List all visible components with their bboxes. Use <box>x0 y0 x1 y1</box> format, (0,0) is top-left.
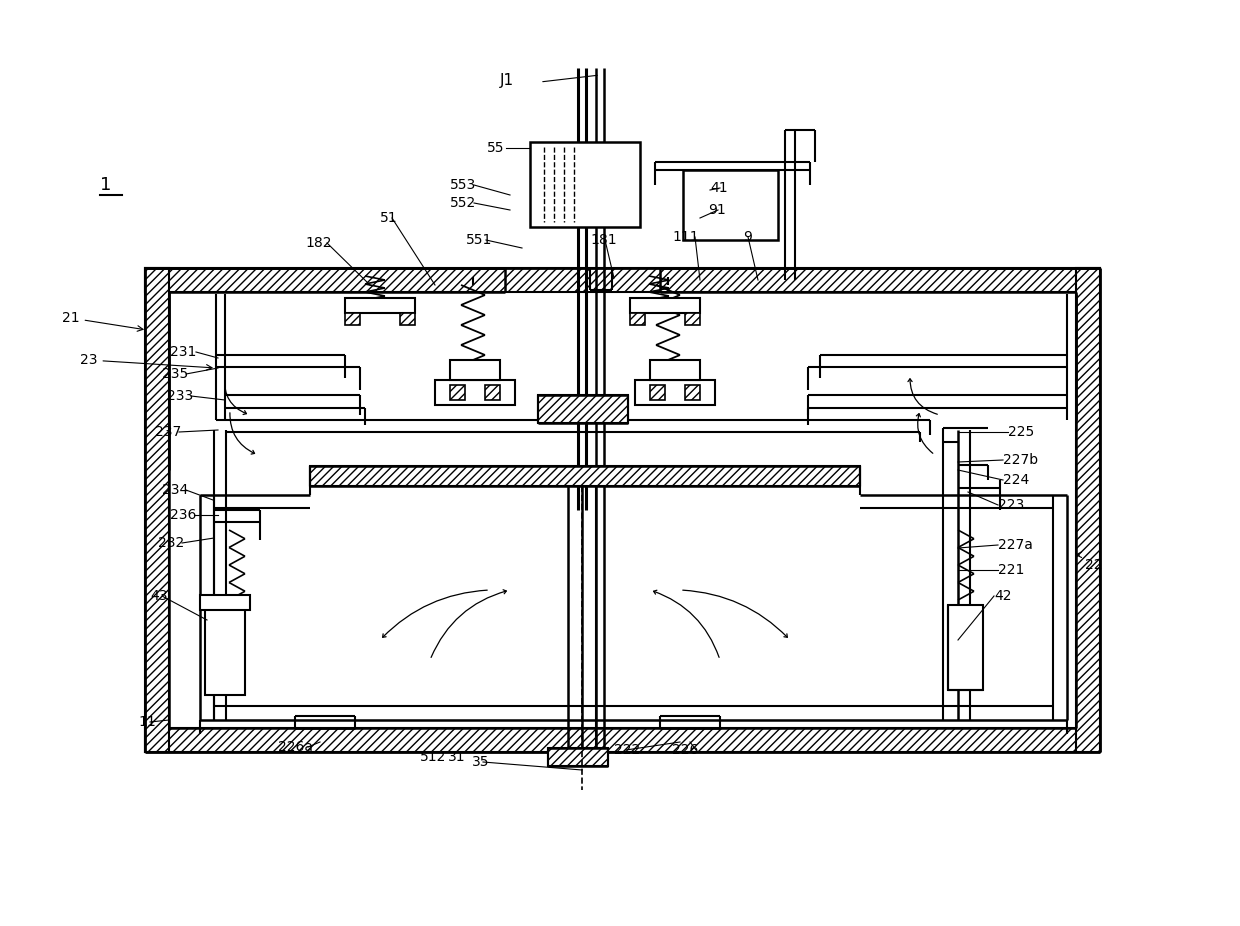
Text: 35: 35 <box>472 755 490 769</box>
Text: 232: 232 <box>157 536 185 550</box>
Text: 23: 23 <box>81 353 212 370</box>
Text: 111: 111 <box>672 230 698 244</box>
Text: 553: 553 <box>450 178 476 192</box>
Bar <box>630 298 701 313</box>
Bar <box>684 385 701 400</box>
Bar <box>145 268 1100 292</box>
Text: 236: 236 <box>170 508 196 522</box>
Bar <box>650 360 701 380</box>
Text: 55: 55 <box>487 141 505 155</box>
Bar <box>435 380 515 405</box>
Text: 512: 512 <box>420 750 446 764</box>
Bar <box>401 313 415 325</box>
Bar <box>345 298 415 313</box>
Text: 237: 237 <box>155 425 181 439</box>
Text: 226: 226 <box>672 743 698 757</box>
Text: 552: 552 <box>450 196 476 210</box>
Bar <box>650 385 665 400</box>
Text: 21: 21 <box>62 311 143 332</box>
Text: 224: 224 <box>1003 473 1029 487</box>
Text: 551: 551 <box>466 233 492 247</box>
Text: 223: 223 <box>998 498 1024 512</box>
Text: J1: J1 <box>500 72 515 87</box>
Bar <box>548 748 608 766</box>
Bar <box>450 360 500 380</box>
Bar <box>145 728 1100 752</box>
Text: 226a: 226a <box>278 740 312 754</box>
Bar <box>635 380 715 405</box>
Text: 233: 233 <box>167 389 193 403</box>
Text: 9: 9 <box>743 230 751 244</box>
Bar <box>630 313 645 325</box>
Bar <box>345 313 360 325</box>
Text: 11: 11 <box>138 715 156 729</box>
Text: 182: 182 <box>305 236 331 250</box>
Bar <box>683 170 777 240</box>
Bar <box>684 313 701 325</box>
Text: 43: 43 <box>150 589 167 603</box>
Bar <box>1076 268 1100 752</box>
Text: 31: 31 <box>448 750 466 764</box>
Bar <box>529 142 640 227</box>
Bar <box>205 605 246 695</box>
Text: 42: 42 <box>994 589 1012 603</box>
Text: 234: 234 <box>162 483 188 497</box>
Text: 51: 51 <box>379 211 398 225</box>
Bar <box>949 605 983 690</box>
Text: 225: 225 <box>1008 425 1034 439</box>
Text: 1: 1 <box>100 176 112 194</box>
Text: 227b: 227b <box>1003 453 1038 467</box>
Bar <box>200 595 250 610</box>
Bar <box>145 268 169 752</box>
Text: 222: 222 <box>614 743 640 757</box>
Text: 22: 22 <box>1076 552 1102 572</box>
Text: 181: 181 <box>590 233 616 247</box>
Bar <box>538 395 627 423</box>
Text: 41: 41 <box>711 181 728 195</box>
Bar <box>450 385 465 400</box>
Text: 221: 221 <box>998 563 1024 577</box>
Text: 91: 91 <box>708 203 725 217</box>
Text: 227a: 227a <box>998 538 1033 552</box>
Bar <box>310 466 861 486</box>
Text: 235: 235 <box>162 367 188 381</box>
Text: 231: 231 <box>170 345 196 359</box>
Bar <box>485 385 500 400</box>
